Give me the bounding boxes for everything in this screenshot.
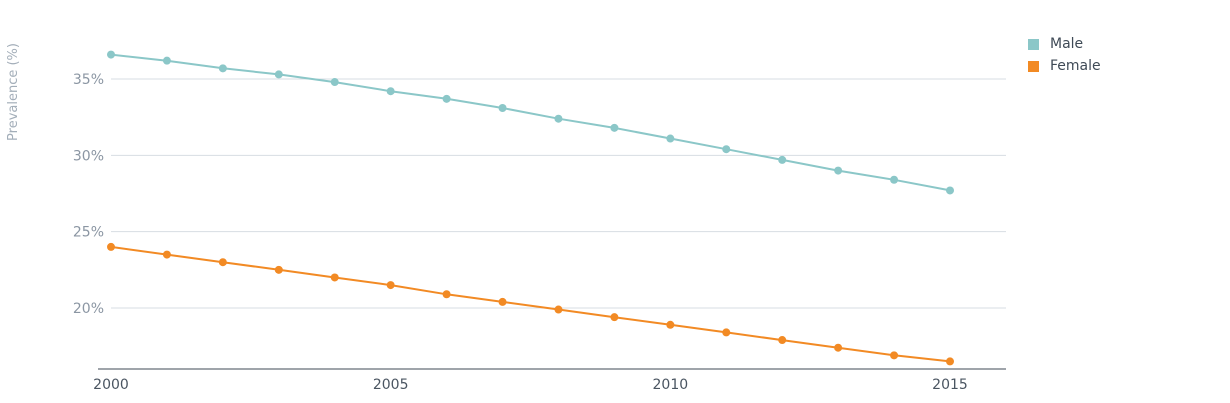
y-axis: 20% 25% 30% 35% — [73, 72, 104, 317]
legend-label: Female — [1050, 58, 1101, 74]
x-tick-label: 2005 — [373, 377, 409, 393]
series-line-male — [110, 53, 951, 192]
data-point-female[interactable] — [834, 343, 843, 352]
legend-label: Male — [1050, 36, 1084, 52]
data-point-female[interactable] — [610, 313, 619, 322]
data-point-female[interactable] — [386, 281, 395, 290]
data-point-male[interactable] — [722, 145, 731, 154]
data-point-female[interactable] — [778, 336, 787, 345]
y-tick-label: 35% — [73, 72, 104, 88]
data-point-male[interactable] — [274, 70, 283, 79]
legend: Male Female — [1028, 33, 1101, 77]
data-point-female[interactable] — [162, 250, 171, 259]
data-point-female[interactable] — [107, 242, 115, 251]
data-point-male[interactable] — [162, 56, 171, 65]
data-point-female[interactable] — [666, 320, 675, 329]
x-tick-label: 2010 — [653, 377, 689, 393]
data-point-female[interactable] — [722, 328, 731, 337]
data-point-male[interactable] — [554, 114, 563, 123]
data-point-male[interactable] — [778, 155, 787, 164]
data-point-male[interactable] — [666, 134, 675, 143]
series-line-female — [110, 245, 951, 363]
y-tick-label: 20% — [73, 301, 104, 317]
series-points — [107, 50, 954, 366]
grid-lines — [111, 78, 1006, 309]
data-point-female[interactable] — [274, 265, 283, 274]
data-point-male[interactable] — [330, 78, 339, 87]
data-point-male[interactable] — [218, 64, 227, 73]
y-tick-label: 30% — [73, 148, 104, 164]
data-point-female[interactable] — [946, 357, 954, 366]
data-point-female[interactable] — [498, 297, 507, 306]
data-point-female[interactable] — [330, 273, 339, 282]
legend-swatch — [1028, 38, 1039, 50]
legend-item-female[interactable]: Female — [1028, 55, 1101, 77]
legend-item-male[interactable]: Male — [1028, 33, 1101, 55]
x-tick-label: 2000 — [93, 377, 129, 393]
x-axis: 2000 2005 2010 2015 — [93, 368, 1006, 393]
data-point-male[interactable] — [890, 175, 899, 184]
data-point-male[interactable] — [386, 87, 395, 96]
data-point-male[interactable] — [834, 166, 843, 175]
data-point-male[interactable] — [946, 186, 954, 195]
y-axis-title: Prevalence (%) — [6, 43, 21, 141]
legend-swatch — [1028, 60, 1039, 72]
data-point-female[interactable] — [218, 258, 227, 267]
data-point-female[interactable] — [554, 305, 563, 314]
y-tick-label: 25% — [73, 225, 104, 241]
data-point-male[interactable] — [442, 94, 451, 103]
series-lines — [110, 53, 951, 363]
data-point-female[interactable] — [442, 290, 451, 299]
data-point-male[interactable] — [107, 50, 115, 59]
data-point-male[interactable] — [498, 104, 507, 113]
data-point-male[interactable] — [610, 123, 619, 132]
x-tick-label: 2015 — [932, 377, 968, 393]
data-point-female[interactable] — [890, 351, 899, 360]
